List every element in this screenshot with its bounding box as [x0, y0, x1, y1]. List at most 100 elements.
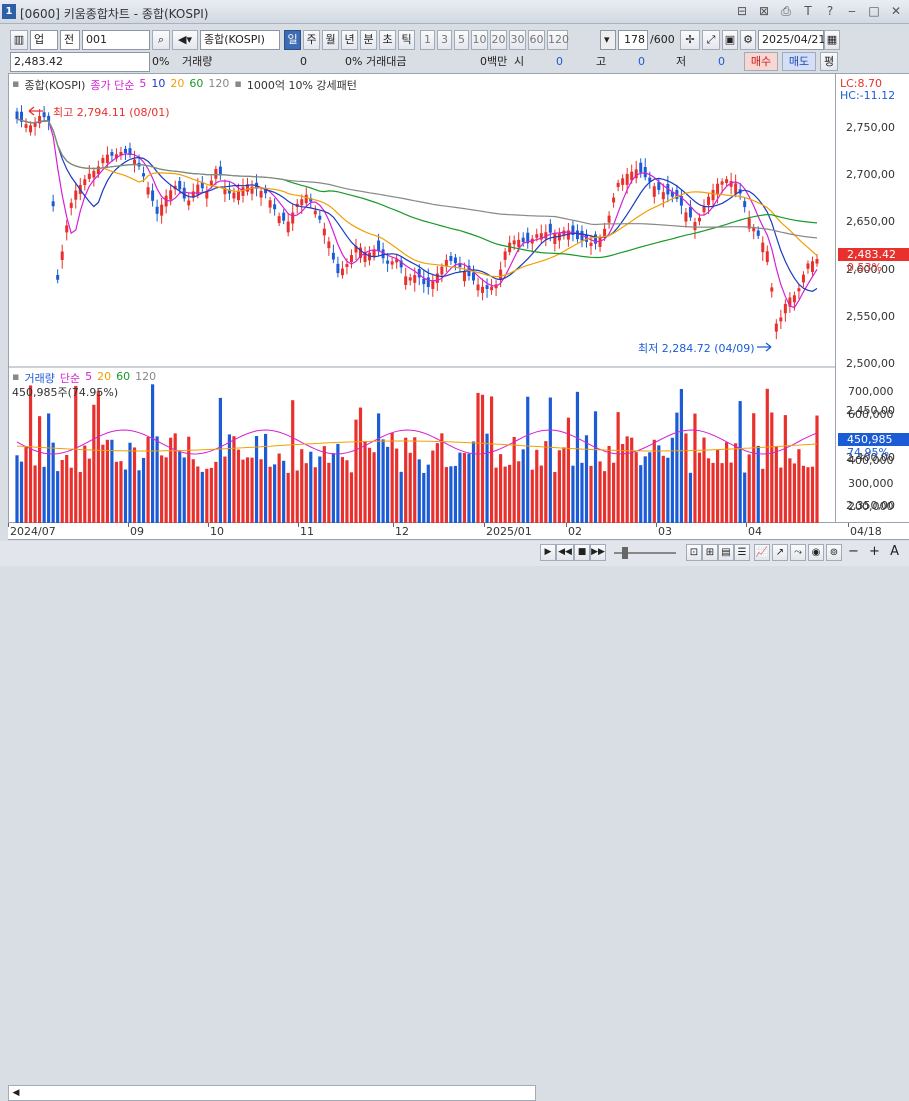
interval-button-5[interactable]: 5 [454, 30, 469, 50]
sound-icon[interactable]: ◀▾ [172, 30, 198, 50]
volume-bar [702, 437, 706, 523]
candle-body [598, 237, 602, 247]
zoom-slider[interactable] [610, 544, 680, 561]
period-button-0[interactable]: 일 [284, 30, 301, 50]
interval-button-1[interactable]: 1 [420, 30, 435, 50]
volume-bar [150, 384, 155, 523]
font-icon[interactable]: T [804, 4, 812, 18]
candle-body [304, 194, 308, 204]
settings-grid-icon[interactable]: ⊠ [758, 4, 770, 18]
volume-bar [173, 433, 177, 523]
candle-body [440, 266, 444, 275]
list-icon[interactable]: ☰ [734, 544, 750, 561]
volume-bar [589, 465, 593, 523]
crosshair-icon[interactable]: ✢ [680, 30, 700, 50]
eval-button[interactable]: 평 [820, 52, 838, 71]
price-legend-extra: 1000억 10% 강세패턴 [246, 79, 357, 92]
trend-icon[interactable]: ↗ [772, 544, 788, 561]
volume-bar [15, 455, 19, 523]
number-dropdown[interactable]: ▾ [600, 30, 616, 50]
volume-bar [33, 465, 37, 523]
candle-body [688, 207, 692, 218]
chart-area[interactable]: ▪ 종합(KOSPI) 종가 단순 5 10 20 60 120 ▪ 1000억… [8, 73, 837, 523]
save-icon[interactable]: ▣ [722, 30, 738, 50]
table-icon[interactable]: ▤ [718, 544, 734, 561]
date-input[interactable]: 2025/04/21 [758, 30, 825, 50]
last-price-pct: 0.53% [847, 261, 882, 274]
candle-body [765, 251, 769, 263]
volume-bar [575, 391, 580, 523]
calendar-icon[interactable]: ▦ [824, 30, 840, 50]
volume-label: 거래량 [182, 55, 213, 68]
sell-button[interactable]: 매도 [782, 52, 816, 71]
step-forward-icon[interactable]: ▶▶ [590, 544, 606, 561]
interval-button-60[interactable]: 60 [528, 30, 545, 50]
scroll-left-icon[interactable]: ◀ [12, 1088, 20, 1098]
link-icon[interactable]: ⊟ [736, 4, 748, 18]
ma60-line [16, 118, 818, 259]
zoom-in-icon[interactable]: + [869, 544, 880, 559]
draw-tool-icon[interactable]: ⤢ [702, 30, 720, 50]
candle-body [241, 187, 245, 196]
help-icon[interactable]: ? [826, 4, 834, 18]
step-back-icon[interactable]: ◀◀ [556, 544, 574, 561]
search-icon[interactable]: ⌕ [152, 30, 170, 50]
prev-select[interactable]: 전 [60, 30, 80, 50]
zoom-controls[interactable]: − + A [848, 544, 899, 559]
minimize-icon[interactable]: ‒ [848, 4, 856, 18]
count-input[interactable]: 178 [618, 30, 648, 50]
close-icon[interactable]: ✕ [890, 4, 902, 18]
volume-bar [282, 460, 286, 523]
code-input[interactable]: 001 [82, 30, 150, 50]
pattern-icon[interactable]: ⤳ [790, 544, 806, 561]
x-tick: 03 [658, 525, 672, 538]
stop-icon[interactable]: ■ [574, 544, 590, 561]
font-size-icon[interactable]: A [890, 544, 899, 559]
layout-icon[interactable]: ▥ [10, 30, 28, 50]
period-button-4[interactable]: 분 [360, 30, 377, 50]
chart-type-icon[interactable]: ⊡ [686, 544, 702, 561]
camera-icon[interactable]: ◉ [808, 544, 824, 561]
candle-body [264, 189, 268, 194]
volume-bar [453, 465, 458, 523]
volume-bar [390, 433, 394, 523]
print-icon[interactable]: ⎙ [781, 4, 791, 18]
candle-body [779, 317, 783, 322]
ma120-line [16, 118, 818, 239]
maximize-icon[interactable]: □ [868, 4, 880, 18]
market-select[interactable]: 업 [30, 30, 58, 50]
candle-body [87, 173, 91, 179]
candle-body [711, 189, 715, 201]
interval-button-3[interactable]: 3 [437, 30, 452, 50]
zoom-out-icon[interactable]: − [848, 544, 859, 559]
interval-button-120[interactable]: 120 [547, 30, 569, 50]
volume-bar [426, 464, 430, 523]
low-label: 저 [676, 55, 687, 68]
interval-button-30[interactable]: 30 [509, 30, 526, 50]
gear-icon[interactable]: ⚙ [740, 30, 756, 50]
period-button-2[interactable]: 월 [322, 30, 339, 50]
candle-body [354, 246, 358, 253]
volume-bar [440, 433, 444, 523]
interval-button-20[interactable]: 20 [490, 30, 507, 50]
period-button-5[interactable]: 초 [379, 30, 396, 50]
horizontal-scrollbar[interactable]: ◀ [8, 1085, 536, 1101]
buy-button[interactable]: 매수 [744, 52, 778, 71]
volume-bar [277, 453, 281, 523]
price-legend: ▪ 종합(KOSPI) 종가 단순 5 10 20 60 120 ▪ 1000억… [12, 77, 357, 93]
candle-body [801, 274, 805, 283]
period-button-1[interactable]: 주 [303, 30, 320, 50]
candle-body [105, 154, 109, 163]
candle-body [340, 268, 344, 276]
period-button-6[interactable]: 틱 [398, 30, 415, 50]
candle-body [503, 251, 507, 260]
volume-bar [182, 457, 186, 523]
play-icon[interactable]: ▶ [540, 544, 556, 561]
period-button-3[interactable]: 년 [341, 30, 358, 50]
volume-bar [105, 439, 109, 523]
split-icon[interactable]: ⊞ [702, 544, 718, 561]
volume-bar [584, 435, 589, 523]
overlay-icon[interactable]: ⊚ [826, 544, 842, 561]
mini-chart-icon[interactable]: 📈 [754, 544, 770, 561]
interval-button-10[interactable]: 10 [471, 30, 488, 50]
